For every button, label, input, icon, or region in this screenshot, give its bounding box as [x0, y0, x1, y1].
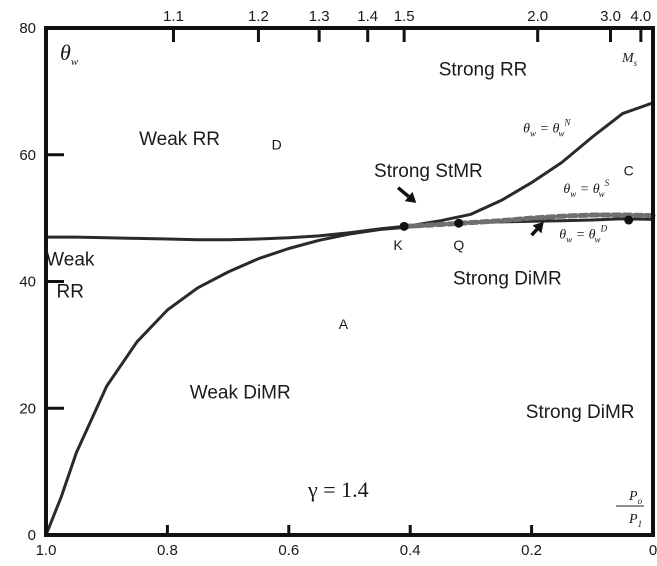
markers-layer — [396, 186, 634, 237]
curve-label-part: θ — [563, 182, 570, 197]
top-tick-label: 1.5 — [394, 8, 415, 25]
x-axis-label-numerator-sub: o — [638, 496, 643, 506]
top-tick-label: 2.0 — [527, 8, 548, 25]
x-tick-label: 1.0 — [36, 542, 57, 559]
curve-label-part: w — [595, 234, 601, 244]
curve-label-part: S — [605, 178, 610, 188]
curve-label-part: = — [572, 227, 588, 242]
curve-label-part: θ — [559, 227, 566, 242]
arrow-head — [404, 191, 417, 203]
region-label: RR — [57, 281, 84, 302]
point-label: K — [393, 237, 403, 253]
region-label: Strong DiMR — [526, 402, 635, 423]
x-tick-label: 0.8 — [157, 542, 178, 559]
plot-frame-layer — [44, 26, 655, 537]
series-theta-D — [401, 212, 656, 229]
top-tick-label: 1.1 — [163, 8, 184, 25]
top-tick-label: 1.2 — [248, 8, 269, 25]
region-label: Weak RR — [139, 129, 220, 150]
curve-label-part: w — [558, 129, 564, 139]
gamma-annotation: γ = 1.4 — [307, 477, 369, 502]
arrow-shaft — [530, 228, 539, 237]
curve-label-part: w — [566, 234, 572, 244]
y-axis-label-sub: w — [71, 56, 79, 68]
region-label: Weak DiMR — [190, 383, 291, 404]
series-theta-S — [44, 217, 655, 537]
top-tick-label: 1.3 — [309, 8, 330, 25]
y-tick-label: 80 — [19, 20, 36, 37]
point-label: Q — [453, 237, 464, 253]
curve-label-part: w — [530, 129, 536, 139]
marker-c — [624, 215, 634, 225]
curves-layer — [44, 101, 656, 537]
curve-label-part: N — [563, 118, 571, 128]
curve-label-part: θ — [523, 122, 530, 137]
point-label: A — [339, 316, 349, 332]
top-tick-label: 3.0 — [600, 8, 621, 25]
marker-q — [454, 218, 464, 228]
point-label: D — [272, 137, 282, 153]
curve-label: θw = θwN — [523, 118, 571, 139]
curve-label-part: w — [599, 189, 605, 199]
x-axis-label-denominator-sub: 1 — [638, 519, 643, 529]
curve-label-part: = — [536, 122, 552, 137]
curve-label: θw = θwD — [559, 223, 607, 244]
marker-k — [399, 221, 409, 231]
series-theta-N — [44, 101, 655, 242]
y-tick-label: 40 — [19, 274, 36, 291]
top-tick-label: 1.4 — [357, 8, 378, 25]
x-tick-label: 0 — [649, 542, 657, 559]
y-tick-label: 20 — [19, 400, 36, 417]
y-tick-label: 0 — [28, 527, 36, 544]
y-tick-label: 60 — [19, 147, 36, 164]
x-tick-label: 0.2 — [521, 542, 542, 559]
plot-frame — [44, 26, 655, 537]
arrow-shaft — [396, 186, 410, 198]
region-label: Strong StMR — [374, 161, 483, 182]
region-label: Strong RR — [439, 60, 528, 81]
ticks-layer: 1.0 0.8 0.6 0.4 0.2 0 0 20 40 60 80 1.1 1.2 1.3 1.4 1.5… — [19, 8, 657, 559]
point-label: C — [624, 163, 634, 179]
x-tick-label: 0.4 — [400, 542, 421, 559]
curve-label: θw = θwS — [563, 178, 609, 199]
curve-label-part: θ — [552, 122, 559, 137]
y-axis-label: θw — [60, 40, 79, 68]
region-label: Strong DiMR — [453, 269, 562, 290]
curve-label-part: D — [600, 223, 608, 233]
curve-label-part: = — [576, 182, 592, 197]
x-top-axis-label: Ms — [621, 51, 638, 68]
x-axis-label-denominator: P1 — [628, 512, 642, 529]
x-axis-label-numerator: Po — [628, 489, 643, 506]
curve-label-part: w — [570, 189, 576, 199]
region-label: Weak — [46, 250, 95, 271]
x-tick-label: 0.6 — [278, 542, 299, 559]
curve-label-part: θ — [593, 182, 600, 197]
arrow-head — [532, 221, 544, 234]
x-top-axis-label-sub: s — [634, 58, 638, 68]
top-tick-label: 4.0 — [630, 8, 651, 25]
curve-label-part: θ — [589, 227, 596, 242]
